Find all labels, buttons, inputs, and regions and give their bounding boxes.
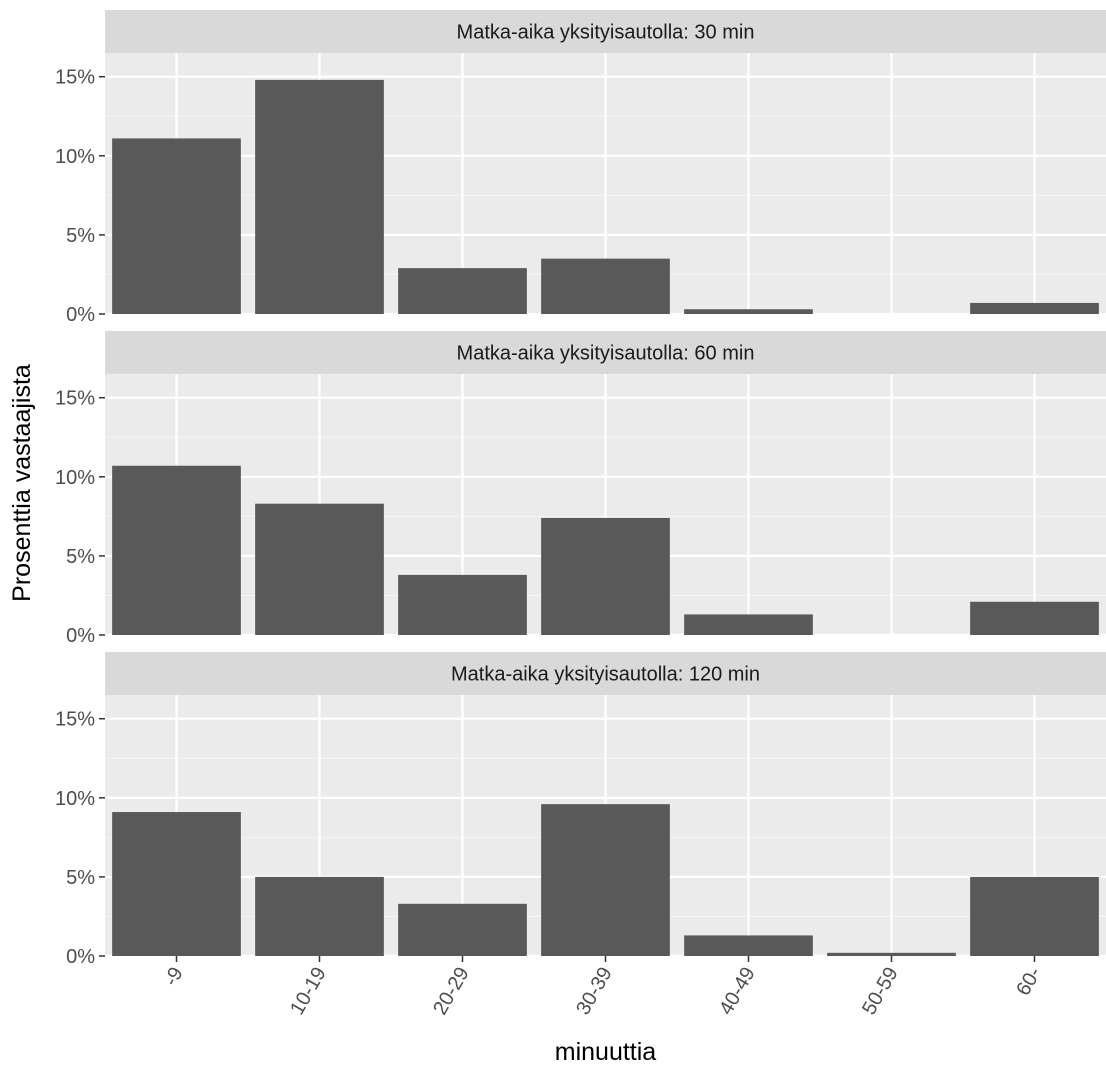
bar bbox=[541, 258, 670, 314]
bar bbox=[970, 302, 1099, 314]
y-tick-label: 5% bbox=[66, 225, 95, 247]
y-tick-label: 5% bbox=[66, 867, 95, 889]
y-tick-label: 0% bbox=[66, 946, 95, 968]
y-tick-label: 5% bbox=[66, 546, 95, 568]
bar bbox=[255, 876, 384, 956]
y-tick-label: 15% bbox=[55, 388, 95, 410]
x-tick-label: 20-29 bbox=[429, 964, 474, 1019]
y-tick-label: 10% bbox=[55, 146, 95, 168]
bar bbox=[684, 309, 813, 314]
x-tick-label: 30-39 bbox=[572, 964, 617, 1019]
facet-strip-title: Matka-aika yksityisautolla: 60 min bbox=[457, 343, 755, 365]
facet-strip bbox=[105, 10, 1106, 53]
y-axis-title: Prosenttia vastaajista bbox=[8, 364, 36, 602]
x-tick-label: 60- bbox=[1012, 964, 1046, 1000]
bar bbox=[827, 952, 956, 956]
bar bbox=[255, 503, 384, 635]
facet-panel-3: Matka-aika yksityisautolla: 120 min 0% 5% 1… bbox=[55, 652, 1106, 968]
y-tick-label: 0% bbox=[66, 304, 95, 326]
y-tick-label: 15% bbox=[55, 67, 95, 89]
x-axis-title: minuuttia bbox=[555, 1038, 657, 1066]
x-tick-label: 50-59 bbox=[858, 964, 903, 1019]
bar bbox=[541, 804, 670, 956]
x-tick-label: 40-49 bbox=[715, 964, 760, 1019]
y-tick-label: 10% bbox=[55, 467, 95, 489]
bar bbox=[112, 465, 241, 635]
bar bbox=[255, 79, 384, 315]
facet-strip bbox=[105, 331, 1106, 374]
bar bbox=[398, 268, 527, 314]
bar bbox=[970, 601, 1099, 635]
bar bbox=[970, 876, 1099, 956]
facet-panel-1: Matka-aika yksityisautolla: 30 min 0% 5% 10… bbox=[55, 10, 1106, 326]
facet-strip-title: Matka-aika yksityisautolla: 120 min bbox=[451, 664, 760, 686]
y-tick-label: 15% bbox=[55, 709, 95, 731]
bar bbox=[398, 574, 527, 635]
x-tick-label: 10-19 bbox=[286, 964, 331, 1019]
facet-strip-title: Matka-aika yksityisautolla: 30 min bbox=[457, 22, 755, 44]
y-tick-label: 0% bbox=[66, 625, 95, 647]
y-tick-label: 10% bbox=[55, 788, 95, 810]
bar bbox=[112, 812, 241, 956]
bar bbox=[112, 138, 241, 314]
bar bbox=[684, 935, 813, 956]
bar bbox=[684, 614, 813, 635]
facet-panel-2: Matka-aika yksityisautolla: 60 min 0% 5% 10… bbox=[55, 331, 1106, 647]
bar bbox=[398, 903, 527, 956]
x-tick-label: -9 bbox=[160, 964, 188, 990]
bar bbox=[541, 517, 670, 635]
facet-strip bbox=[105, 652, 1106, 695]
